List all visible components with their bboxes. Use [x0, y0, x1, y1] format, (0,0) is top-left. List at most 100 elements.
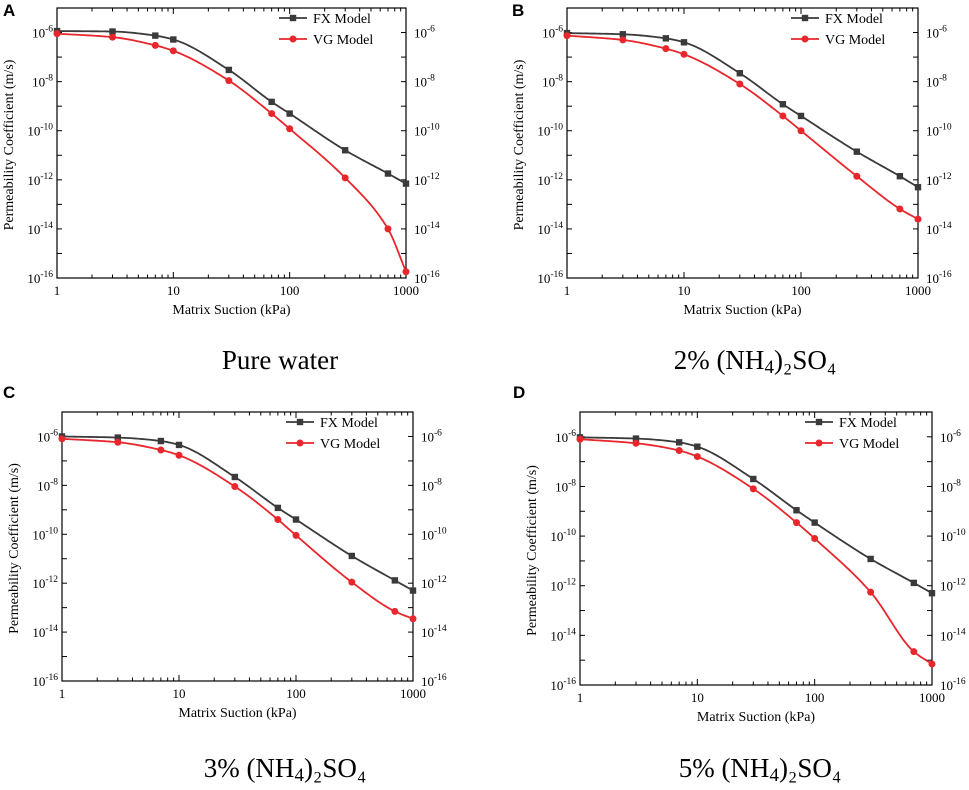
- fx-data-point: [797, 112, 805, 120]
- vg-data-point: [175, 451, 183, 459]
- y-tick-exponent: -14: [563, 627, 576, 637]
- y-tick-label-right: 10-10: [421, 526, 447, 542]
- fx-data-point: [675, 439, 683, 446]
- y-tick-label: 10-6: [37, 428, 58, 444]
- y-tick-label-right: 10-6: [926, 25, 947, 41]
- x-tick-label: 10: [678, 283, 691, 298]
- legend-marker-circle: [296, 439, 304, 447]
- fx-data-point: [341, 147, 349, 154]
- fx-data-point: [853, 148, 861, 155]
- y-tick-exponent: -10: [40, 123, 53, 133]
- caption-text: 2% (NH: [673, 345, 765, 375]
- legend-marker-square: [815, 418, 823, 426]
- vg-data-point: [779, 112, 787, 120]
- fx-data-point: [914, 184, 922, 191]
- vg-data-point: [169, 47, 177, 55]
- y-tick-exponent: -16: [939, 270, 952, 280]
- x-tick-label: 1: [54, 283, 61, 298]
- y-tick-exponent: -8: [953, 478, 961, 488]
- y-tick-exponent: -8: [939, 74, 947, 84]
- y-tick-label: 10-10: [537, 123, 563, 139]
- y-tick-exponent: -12: [45, 575, 58, 585]
- vg-data-point: [151, 41, 159, 49]
- fx-data-point: [867, 555, 874, 563]
- fx-data-point: [348, 552, 356, 560]
- legend-marker-square: [801, 14, 809, 22]
- y-tick-label: 10-14: [27, 221, 53, 237]
- vg-data-point: [914, 215, 922, 223]
- panel-label: D: [513, 383, 525, 402]
- y-tick-label: 10-12: [27, 172, 53, 188]
- fx-data-point: [286, 110, 293, 117]
- y-tick-label: 10-12: [550, 578, 576, 594]
- vg-data-point: [109, 33, 117, 41]
- y-axis-label: Permeability Coefficient (m/s): [525, 465, 540, 636]
- y-tick-label: 10-12: [32, 575, 58, 591]
- y-tick-label-right: 10-12: [421, 575, 447, 591]
- y-tick-exponent: -8: [555, 74, 563, 84]
- vg-data-point: [114, 438, 122, 446]
- y-tick-label: 10-14: [32, 624, 58, 640]
- legend-marker-square: [289, 14, 297, 22]
- legend: FX Model VG Model: [286, 416, 380, 452]
- fx-data-point: [694, 443, 701, 450]
- chart-panel-a: A 1 10 100 1000 10-6 10-6 10-8 10-8 10-10 10-10 10-…: [2, 1, 440, 318]
- x-tick-label: 1000: [400, 686, 426, 701]
- caption-text-end: )₂SO₄: [303, 753, 367, 783]
- y-tick-exponent: -6: [568, 429, 576, 439]
- fx-data-point: [680, 39, 688, 46]
- y-tick-exponent: -12: [550, 172, 563, 182]
- y-tick-exponent: -16: [563, 677, 576, 687]
- fx-data-point: [662, 35, 670, 42]
- y-tick-label-right: 10-6: [414, 25, 435, 41]
- plot-frame: [56, 7, 407, 279]
- y-tick-exponent: -14: [45, 624, 58, 634]
- fx-data-point: [779, 101, 787, 108]
- vg-data-point: [286, 125, 294, 133]
- y-tick-exponent: -6: [50, 428, 58, 438]
- vg-data-point: [910, 648, 918, 656]
- caption-panel-b: 2% (NH4)₂SO₄: [545, 345, 965, 379]
- vg-data-point: [409, 615, 417, 623]
- y-tick-exponent: -16: [550, 270, 563, 280]
- caption-subscript: 4: [769, 765, 779, 786]
- vg-data-point: [292, 531, 300, 539]
- fx-data-point: [384, 170, 392, 177]
- x-axis-label: Matrix Suction (kPa): [172, 303, 291, 318]
- vg-data-point: [157, 446, 165, 454]
- y-tick-exponent: -10: [45, 526, 58, 536]
- y-tick-label: 10-16: [32, 673, 58, 689]
- x-tick-label: 10: [173, 686, 186, 701]
- x-tick-label: 100: [286, 686, 306, 701]
- fx-data-point: [402, 180, 410, 187]
- vg-data-point: [693, 453, 701, 461]
- y-tick-exponent: -16: [953, 677, 966, 687]
- fx-data-point: [114, 434, 122, 441]
- x-tick-label: 1000: [919, 690, 945, 705]
- x-tick-label: 1000: [905, 283, 931, 298]
- y-tick-label-right: 10-10: [926, 123, 952, 139]
- series-line-fx-model: [61, 435, 414, 592]
- vg-data-point: [797, 127, 805, 135]
- x-tick-label: 1: [564, 283, 571, 298]
- vg-data-point: [662, 45, 670, 53]
- vg-data-point: [811, 534, 819, 542]
- y-tick-label: 10-8: [555, 478, 576, 494]
- y-axis-label: Permeability Coefficient (m/s): [2, 59, 17, 230]
- legend-marker-square: [296, 418, 304, 426]
- y-tick-label-right: 10-10: [414, 123, 440, 139]
- caption-subscript: 4: [764, 357, 774, 378]
- x-axis-label: Matrix Suction (kPa): [178, 706, 297, 721]
- legend-label: VG Model: [320, 437, 380, 452]
- y-tick-label: 10-12: [537, 172, 563, 188]
- caption-panel-a: Pure water: [70, 345, 490, 379]
- y-tick-exponent: -16: [434, 673, 447, 683]
- y-tick-label: 10-10: [550, 528, 576, 544]
- x-tick-label: 1000: [393, 283, 419, 298]
- legend-marker-circle: [289, 35, 297, 43]
- y-tick-label-right: 10-14: [926, 221, 952, 237]
- fx-data-point: [157, 437, 165, 445]
- panel-label: A: [3, 1, 15, 20]
- vg-data-point: [792, 519, 800, 527]
